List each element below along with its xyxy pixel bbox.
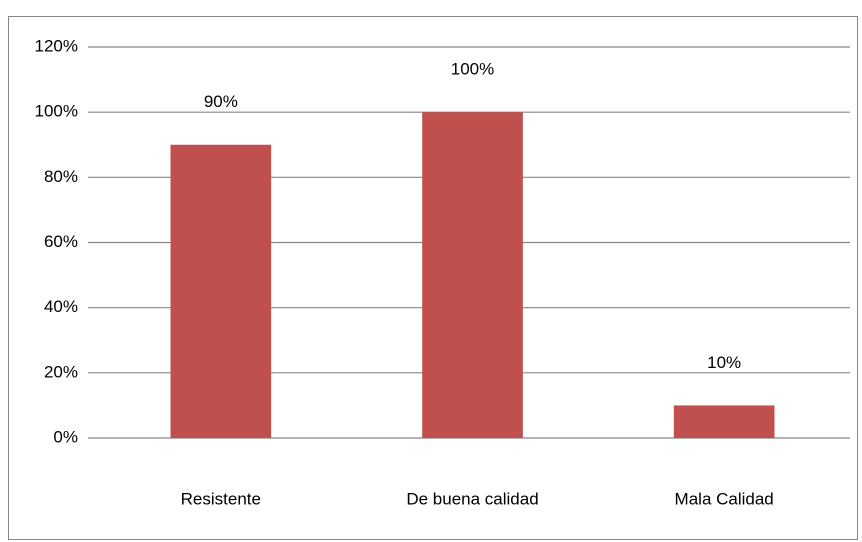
bar <box>673 405 775 438</box>
y-tick-label: 40% <box>44 297 78 316</box>
bar <box>422 112 523 439</box>
y-tick-label: 120% <box>35 36 78 55</box>
y-tick-label: 100% <box>35 102 78 121</box>
x-tick-label: De buena calidad <box>406 489 538 508</box>
y-tick-label: 80% <box>44 167 78 186</box>
x-tick-label: Mala Calidad <box>675 489 774 508</box>
value-label: 100% <box>451 60 494 79</box>
x-tick-label: Resistente <box>181 489 261 508</box>
y-tick-label: 0% <box>53 427 78 446</box>
value-label: 90% <box>204 92 238 111</box>
value-label: 10% <box>707 353 741 372</box>
y-tick-label: 60% <box>44 232 78 251</box>
y-tick-label: 20% <box>44 362 78 381</box>
bar <box>170 144 272 438</box>
